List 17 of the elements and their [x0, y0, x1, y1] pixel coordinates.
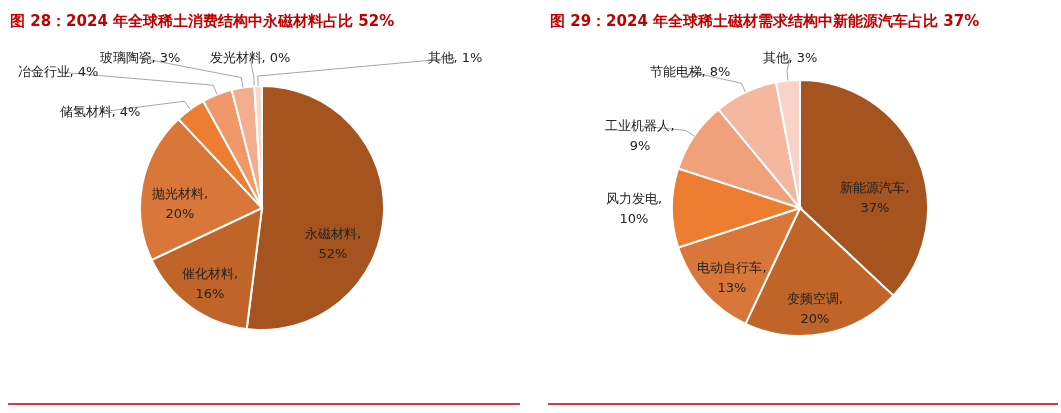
slice-label: 工业机器人, 9% — [605, 118, 675, 153]
slice-label: 节能电梯, 8% — [649, 64, 731, 79]
slice-label: 催化材料, 16% — [181, 266, 239, 301]
chart-title: 图 28：2024 年全球稀土消费结构中永磁材料占比 52% — [10, 12, 395, 30]
slice-label: 变频空调, 20% — [786, 291, 844, 326]
slice-label: 永磁材料, 52% — [304, 226, 362, 261]
category-label: 发光材料, 0% — [209, 50, 291, 65]
slice-label: 冶金行业, 4% — [17, 64, 99, 79]
slice-label: 抛光材料, 20% — [151, 186, 209, 221]
slice-label: 其他, 1% — [427, 50, 483, 65]
slice-label: 其他, 3% — [762, 50, 818, 65]
slice-label: 新能源汽车, 37% — [840, 180, 910, 215]
chart-title: 图 29：2024 年全球稀土磁材需求结构中新能源汽车占比 37% — [550, 12, 980, 30]
slice-label: 玻璃陶瓷, 3% — [99, 50, 181, 65]
slice-label: 储氢材料, 4% — [59, 104, 141, 119]
slice-label: 电动自行车, 13% — [697, 260, 767, 295]
slice-label: 风力发电, 10% — [605, 191, 663, 226]
